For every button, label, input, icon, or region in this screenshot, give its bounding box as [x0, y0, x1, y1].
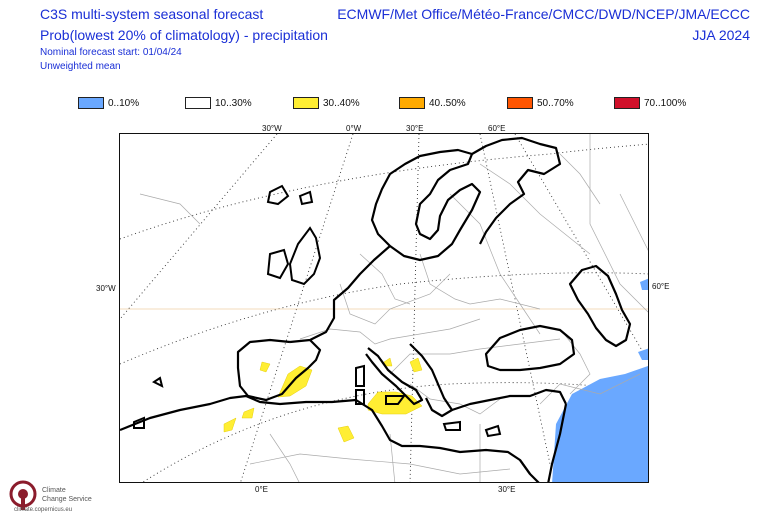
- legend-swatch: [614, 97, 640, 109]
- country-borders: [139, 134, 648, 482]
- low-probability-area: [552, 366, 648, 482]
- coastlines: [120, 136, 632, 482]
- logo-line-1: Climate: [42, 487, 66, 494]
- legend-label: 0..10%: [108, 97, 140, 109]
- legend-label: 40..50%: [429, 97, 466, 109]
- legend: 0..10% 10..30% 30..40% 40..50% 50..70% 7…: [0, 96, 761, 110]
- legend-swatch: [399, 97, 425, 109]
- lat-label-left: 30°W: [96, 284, 116, 293]
- legend-label: 70..100%: [644, 97, 687, 109]
- legend-label: 30..40%: [323, 97, 360, 109]
- title-left-line-2: Prob(lowest 20% of climatology) - precip…: [40, 27, 328, 43]
- legend-swatch: [78, 97, 104, 109]
- legend-item: 10..30%: [185, 96, 252, 110]
- logo-url: climate.copernicus.eu: [14, 507, 73, 513]
- legend-item: 0..10%: [78, 96, 139, 110]
- weighting-label: Unweighted mean: [40, 61, 121, 72]
- forecast-start-label: Nominal forecast start: 01/04/24: [40, 47, 182, 58]
- legend-swatch: [293, 97, 319, 109]
- lat-label-right: 60°E: [652, 282, 670, 291]
- legend-swatch: [185, 97, 211, 109]
- lon-label-top: 60°E: [488, 124, 506, 133]
- islands: [133, 184, 502, 438]
- map-panel: [119, 133, 649, 483]
- map-canvas: [120, 134, 648, 482]
- copernicus-logo: Climate Change Service climate.copernicu…: [6, 478, 116, 518]
- title-left-line-1: C3S multi-system seasonal forecast: [40, 6, 264, 22]
- lon-label-top: 30°E: [406, 124, 424, 133]
- logo-emblem: [9, 480, 37, 510]
- legend-swatch: [507, 97, 533, 109]
- legend-item: 40..50%: [399, 96, 466, 110]
- title-right-line-1: ECMWF/Met Office/Météo-France/CMCC/DWD/N…: [337, 6, 750, 22]
- legend-label: 50..70%: [537, 97, 574, 109]
- lon-label-bottom: 30°E: [498, 485, 516, 494]
- legend-item: 70..100%: [614, 96, 686, 110]
- logo-line-2: Change Service: [42, 496, 92, 503]
- legend-item: 30..40%: [293, 96, 360, 110]
- lon-label-top: 30°W: [262, 124, 282, 133]
- legend-item: 50..70%: [507, 96, 574, 110]
- low-probability-area: [640, 278, 648, 290]
- low-probability-area: [638, 348, 648, 360]
- lon-label-bottom: 0°E: [255, 485, 268, 494]
- season-label: JJA 2024: [692, 27, 750, 43]
- lon-label-top: 0°W: [346, 124, 362, 133]
- legend-label: 10..30%: [215, 97, 252, 109]
